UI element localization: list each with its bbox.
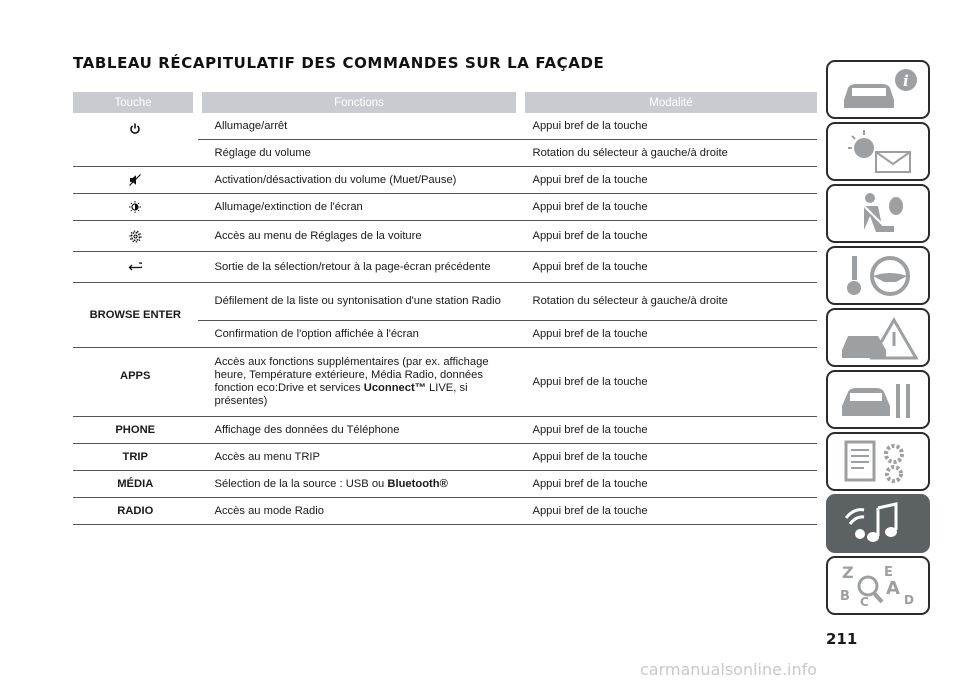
table-row: Réglage du volume Rotation du sélecteur … (73, 139, 817, 167)
header-function: Fonctions (193, 92, 521, 113)
car-tools-icon (842, 383, 910, 418)
key-screen (73, 193, 198, 221)
mode-cell: Appui bref de la touche (520, 166, 817, 194)
table-row: APPS Accès aux fonctions supplémentaires… (73, 347, 817, 417)
multimedia-music-icon (844, 501, 898, 542)
emergency-tab[interactable] (826, 308, 930, 367)
mode-cell: Appui bref de la touche (520, 443, 817, 471)
mode-cell: Appui bref de la touche (520, 416, 817, 444)
svg-text:B: B (840, 589, 850, 604)
mode-cell: Appui bref de la touche (520, 193, 817, 221)
back-arrow-icon (128, 261, 143, 271)
table-row: PHONE Affichage des données du Téléphone… (73, 416, 817, 444)
car-info-icon: i (844, 68, 917, 108)
car-info-tab[interactable]: i (826, 60, 930, 119)
function-cell: Réglage du volume (197, 139, 521, 167)
seatbelt-airbag-icon (863, 192, 903, 232)
table-row: RADIO Accès au mode Radio Appui bref de … (73, 497, 817, 525)
function-cell: Accès au menu de Réglages de la voiture (197, 220, 521, 252)
bluetooth-brand: Bluetooth® (387, 477, 448, 490)
table-row: MÉDIA Sélection de la la source : USB ou… (73, 470, 817, 498)
svg-text:E: E (884, 565, 893, 580)
safety-tab[interactable] (826, 184, 930, 243)
key-apps: APPS (73, 347, 198, 417)
document-gears-icon (844, 440, 904, 483)
mute-icon (129, 173, 142, 186)
index-tab[interactable]: Z E A B C D (826, 556, 930, 615)
key-mute (73, 166, 198, 194)
maintenance-tab[interactable] (826, 370, 930, 429)
controls-table: Touche Fonctions Modalité Allumage/arrêt… (73, 92, 817, 525)
table-header-row: Touche Fonctions Modalité (73, 92, 817, 113)
key-browse-enter: BROWSE ENTER (73, 282, 198, 348)
table-row: TRIP Accès au menu TRIP Appui bref de la… (73, 443, 817, 471)
function-text: Sélection de la la source : USB ou (214, 477, 388, 490)
starting-driving-tab[interactable] (826, 246, 930, 305)
mode-cell: Rotation du sélecteur à gauche/à droite (520, 282, 817, 321)
key-settings (73, 220, 198, 252)
screen-brightness-icon (129, 200, 142, 213)
svg-text:i: i (903, 72, 909, 90)
table-row: BROWSE ENTER Défilement de la liste ou s… (73, 282, 817, 348)
mode-cell: Appui bref de la touche (520, 251, 817, 283)
lights-message-icon (848, 129, 911, 173)
table-row: Allumage/arrêt Appui bref de la touche (73, 113, 817, 167)
function-cell: Défilement de la liste ou syntonisation … (197, 282, 521, 321)
table-row: Allumage/extinction de l'écran Appui bre… (73, 193, 817, 221)
function-cell: Sortie de la sélection/retour à la page-… (197, 251, 521, 283)
table-row: Activation/désactivation du volume (Muet… (73, 166, 817, 194)
svg-text:Z: Z (842, 563, 854, 582)
page-number: 211 (826, 630, 858, 648)
function-cell: Sélection de la la source : USB ou Bluet… (197, 470, 521, 498)
table-row: Sortie de la sélection/retour à la page-… (73, 251, 817, 283)
key-steering-icon (847, 255, 910, 296)
table-row: Accès au menu de Réglages de la voiture … (73, 220, 817, 252)
function-cell: Accès au menu TRIP (197, 443, 521, 471)
mode-cell: Appui bref de la touche (520, 347, 817, 417)
warning-lights-tab[interactable] (826, 122, 930, 181)
mode-cell: Appui bref de la touche (520, 113, 817, 140)
function-cell: Allumage/arrêt (197, 113, 521, 140)
table-row: Confirmation de l'option affichée à l'éc… (73, 320, 817, 348)
function-cell: Confirmation de l'option affichée à l'éc… (197, 320, 521, 348)
svg-text:A: A (886, 578, 900, 599)
mode-cell: Appui bref de la touche (520, 470, 817, 498)
page-title: TABLEAU RÉCAPITULATIF DES COMMANDES SUR … (73, 54, 605, 72)
header-key: Touche (73, 92, 198, 113)
mode-cell: Rotation du sélecteur à gauche/à droite (520, 139, 817, 167)
alphabet-index-icon: Z E A B C D (840, 563, 914, 609)
key-power (73, 113, 198, 167)
key-media: MÉDIA (73, 470, 198, 498)
uconnect-brand: Uconnect™ (363, 382, 426, 394)
mode-cell: Appui bref de la touche (520, 320, 817, 348)
car-warning-icon (842, 316, 919, 359)
power-icon (130, 123, 141, 134)
function-text: Accès aux fonctions supplémentaires (par… (214, 356, 489, 394)
function-cell: Allumage/extinction de l'écran (197, 193, 521, 221)
key-radio: RADIO (73, 497, 198, 525)
header-mode: Modalité (516, 92, 817, 113)
watermark: carmanualsonline.info (640, 660, 818, 679)
function-cell: Accès aux fonctions supplémentaires (par… (197, 347, 521, 417)
function-text: LIVE, si présentes) (214, 382, 468, 407)
svg-text:C: C (860, 595, 869, 609)
function-cell: Activation/désactivation du volume (Muet… (197, 166, 521, 194)
mode-cell: Appui bref de la touche (520, 497, 817, 525)
svg-text:D: D (904, 593, 914, 607)
key-back (73, 251, 198, 283)
key-phone: PHONE (73, 416, 198, 444)
key-trip: TRIP (73, 443, 198, 471)
mode-cell: Appui bref de la touche (520, 220, 817, 252)
technical-data-tab[interactable] (826, 432, 930, 491)
settings-gear-icon (129, 229, 142, 243)
function-cell: Accès au mode Radio (197, 497, 521, 525)
multimedia-tab[interactable] (826, 494, 930, 553)
function-cell: Affichage des données du Téléphone (197, 416, 521, 444)
